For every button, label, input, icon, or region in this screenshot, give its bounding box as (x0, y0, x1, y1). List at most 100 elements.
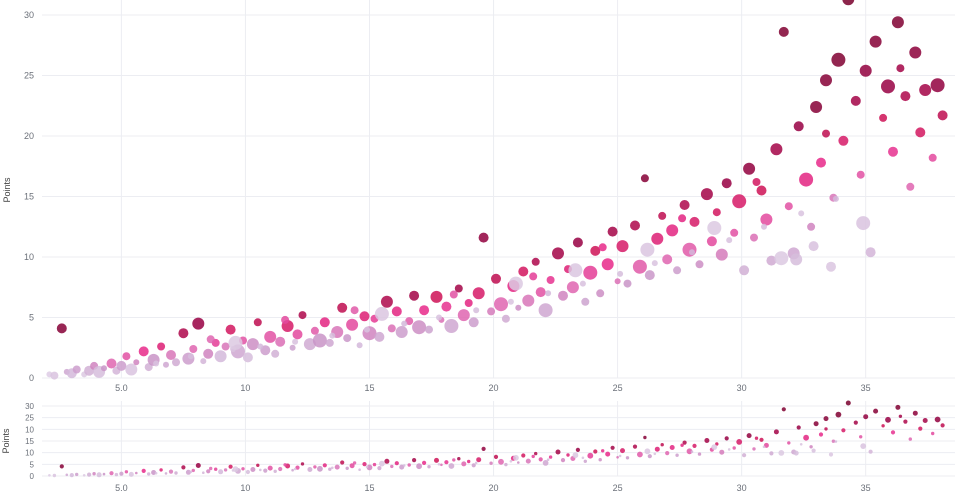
data-point (832, 195, 839, 202)
data-point (96, 472, 102, 478)
data-point (478, 232, 489, 243)
data-point (793, 450, 799, 456)
data-point (750, 233, 758, 242)
data-point (546, 276, 555, 284)
data-point (752, 178, 761, 186)
data-point (498, 458, 504, 465)
data-point (153, 360, 160, 367)
data-point (250, 467, 256, 472)
data-point (133, 359, 140, 366)
data-point (778, 450, 785, 456)
x-tick-label: 10 (240, 383, 250, 393)
data-point (900, 91, 911, 102)
data-point (517, 461, 520, 464)
mini-y-axis-title: Points (1, 428, 11, 454)
data-point (727, 448, 731, 451)
y-tick-label: 15 (25, 437, 34, 446)
data-point (640, 174, 649, 183)
y-tick-label: 0 (30, 472, 35, 481)
data-point (346, 318, 359, 331)
data-point (706, 236, 717, 247)
data-point (682, 440, 687, 445)
data-point (583, 459, 587, 463)
main-scatter-chart[interactable]: Points 5.0 10 15 20 25 30 35 0 5 10 15 20 25 30 (0, 0, 960, 395)
data-point (853, 420, 858, 425)
overview-scatter-chart[interactable]: Points 5.0 10 15 20 25 30 35 0 5 10 15 10 25 30 (0, 395, 960, 500)
data-point (724, 436, 729, 441)
data-point (937, 110, 948, 121)
data-point (810, 101, 823, 113)
data-point (387, 324, 396, 333)
data-point (811, 448, 816, 453)
data-point (653, 452, 657, 456)
data-point (168, 469, 174, 474)
data-point (572, 452, 579, 459)
data-point (518, 266, 529, 277)
data-point (448, 463, 455, 469)
data-point (742, 453, 747, 458)
x-tick-label: 35 (861, 483, 871, 493)
data-point (295, 465, 300, 470)
data-point (820, 74, 832, 87)
data-point (513, 454, 519, 461)
data-point (292, 338, 299, 345)
data-point (673, 266, 682, 275)
x-tick-label: 25 (613, 383, 623, 393)
data-point (835, 411, 842, 418)
data-point (739, 265, 750, 276)
data-point (759, 437, 764, 442)
data-point (581, 297, 590, 306)
data-point (601, 449, 605, 453)
data-point (232, 466, 239, 473)
data-point (598, 243, 607, 252)
data-point (896, 64, 905, 73)
data-point (736, 439, 743, 445)
x-tick-label: 25 (613, 483, 623, 493)
data-point (888, 146, 898, 157)
data-point (928, 153, 937, 162)
data-point (340, 460, 345, 465)
data-point (824, 427, 828, 431)
data-point (719, 449, 725, 455)
data-point (412, 320, 427, 335)
x-tick-label: 35 (861, 383, 871, 393)
data-point (221, 342, 230, 351)
data-point (289, 344, 296, 351)
data-point (189, 345, 198, 353)
data-point (566, 281, 579, 294)
data-point (560, 458, 566, 463)
data-point (377, 466, 382, 471)
data-point (637, 451, 643, 458)
data-point (630, 220, 640, 231)
data-point (405, 317, 414, 326)
data-point (291, 468, 294, 472)
data-point (246, 338, 259, 351)
data-point (114, 472, 119, 477)
data-point (679, 200, 690, 210)
data-point (644, 270, 655, 281)
y-tick-label: 25 (24, 71, 34, 81)
data-point (292, 329, 303, 340)
data-point (401, 320, 408, 327)
data-point (372, 462, 377, 467)
data-point (538, 457, 543, 462)
data-point (491, 273, 501, 284)
data-point (337, 302, 348, 313)
data-point (521, 453, 526, 458)
data-point (680, 443, 684, 447)
data-point (457, 457, 461, 461)
data-point (581, 456, 585, 460)
data-point (300, 462, 305, 466)
data-point (869, 35, 882, 48)
data-point (700, 188, 713, 201)
data-point (515, 304, 522, 311)
data-point (616, 456, 619, 459)
data-point (898, 414, 903, 418)
data-point (293, 467, 297, 471)
data-point (343, 334, 352, 343)
data-point (822, 129, 830, 138)
data-point (859, 435, 863, 439)
data-point (856, 216, 871, 231)
data-point (647, 454, 652, 459)
